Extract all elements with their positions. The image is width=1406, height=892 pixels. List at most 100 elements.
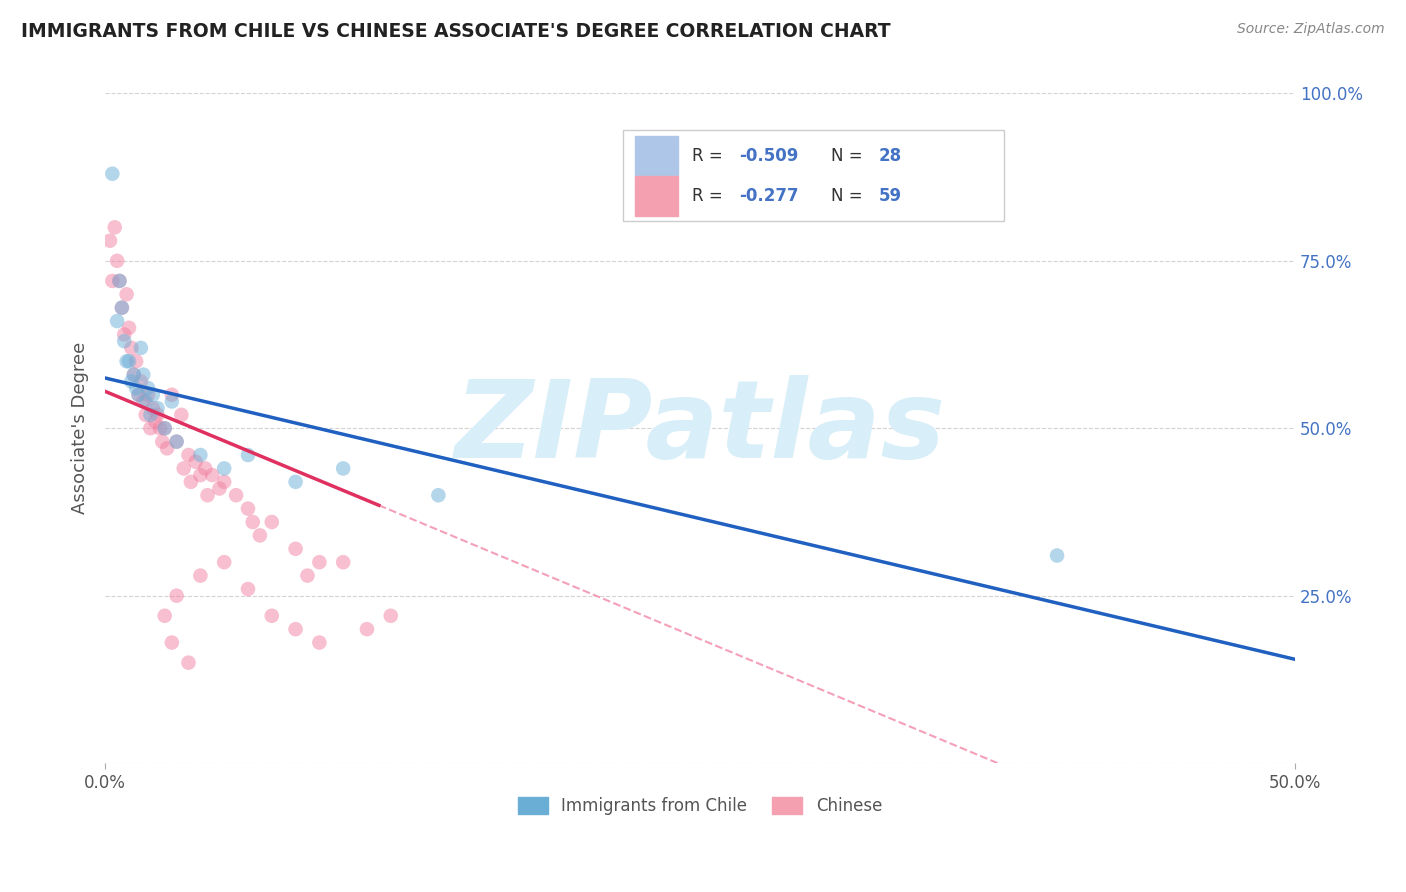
Point <box>212 461 235 475</box>
Point <box>170 408 193 422</box>
Point <box>108 274 131 288</box>
Point <box>190 448 212 462</box>
Point <box>201 468 224 483</box>
Point <box>173 461 195 475</box>
Point <box>149 421 172 435</box>
Point <box>332 461 354 475</box>
Point <box>135 408 157 422</box>
Point <box>135 394 157 409</box>
Point <box>427 488 450 502</box>
Text: IMMIGRANTS FROM CHILE VS CHINESE ASSOCIATE'S DEGREE CORRELATION CHART: IMMIGRANTS FROM CHILE VS CHINESE ASSOCIA… <box>21 22 891 41</box>
Point <box>208 482 231 496</box>
Point <box>184 455 207 469</box>
Point <box>197 488 219 502</box>
Point <box>105 314 128 328</box>
Point <box>1046 549 1069 563</box>
Point <box>122 368 145 382</box>
Point <box>156 442 179 456</box>
Point <box>128 388 150 402</box>
Point <box>380 608 402 623</box>
Point <box>101 167 124 181</box>
Point <box>98 234 121 248</box>
Point <box>115 354 138 368</box>
FancyBboxPatch shape <box>623 130 1004 220</box>
Point <box>112 327 135 342</box>
Point <box>129 341 152 355</box>
Point <box>177 448 200 462</box>
Point <box>356 622 378 636</box>
Point <box>160 635 183 649</box>
Legend: Immigrants from Chile, Chinese: Immigrants from Chile, Chinese <box>512 790 889 822</box>
Point <box>153 421 176 435</box>
Point <box>111 301 134 315</box>
Point <box>153 608 176 623</box>
FancyBboxPatch shape <box>634 136 678 176</box>
Point <box>166 589 188 603</box>
Point <box>132 394 155 409</box>
Point <box>260 608 283 623</box>
Point <box>225 488 247 502</box>
Point <box>166 434 188 449</box>
Text: ZIPatlas: ZIPatlas <box>454 376 946 482</box>
Point <box>249 528 271 542</box>
Point <box>242 515 264 529</box>
Point <box>122 368 145 382</box>
Point <box>143 415 166 429</box>
Point <box>332 555 354 569</box>
Point <box>194 461 217 475</box>
Point <box>142 401 165 416</box>
Point <box>284 541 307 556</box>
Point <box>160 388 183 402</box>
Point <box>120 375 142 389</box>
Point <box>190 468 212 483</box>
Point <box>160 394 183 409</box>
Point <box>146 408 169 422</box>
Point <box>284 475 307 489</box>
Point <box>284 622 307 636</box>
Point <box>101 274 124 288</box>
Point <box>118 354 141 368</box>
FancyBboxPatch shape <box>634 176 678 216</box>
Point <box>166 434 188 449</box>
Point <box>132 368 155 382</box>
Text: R =: R = <box>692 186 728 205</box>
Point <box>308 555 330 569</box>
Point <box>115 287 138 301</box>
Point <box>128 388 150 402</box>
Text: N =: N = <box>831 146 868 165</box>
Point <box>236 448 259 462</box>
Point <box>146 401 169 416</box>
Point <box>297 568 319 582</box>
Point <box>125 354 148 368</box>
Point <box>129 375 152 389</box>
Point <box>108 274 131 288</box>
Point <box>112 334 135 348</box>
Point <box>308 635 330 649</box>
Text: 28: 28 <box>879 146 901 165</box>
Point <box>105 253 128 268</box>
Point <box>180 475 202 489</box>
Point <box>120 341 142 355</box>
Point <box>150 434 173 449</box>
Text: -0.509: -0.509 <box>740 146 799 165</box>
Point <box>139 408 162 422</box>
Text: R =: R = <box>692 146 728 165</box>
Point <box>111 301 134 315</box>
Point <box>177 656 200 670</box>
Y-axis label: Associate's Degree: Associate's Degree <box>72 343 89 515</box>
Point <box>104 220 127 235</box>
Point <box>236 582 259 596</box>
Text: Source: ZipAtlas.com: Source: ZipAtlas.com <box>1237 22 1385 37</box>
Point <box>136 381 159 395</box>
Point <box>212 475 235 489</box>
Point <box>153 421 176 435</box>
Point <box>142 388 165 402</box>
Point <box>125 381 148 395</box>
Point <box>212 555 235 569</box>
Text: 59: 59 <box>879 186 901 205</box>
Text: -0.277: -0.277 <box>740 186 799 205</box>
Point <box>236 501 259 516</box>
Text: N =: N = <box>831 186 868 205</box>
Point <box>136 388 159 402</box>
Point <box>118 320 141 334</box>
